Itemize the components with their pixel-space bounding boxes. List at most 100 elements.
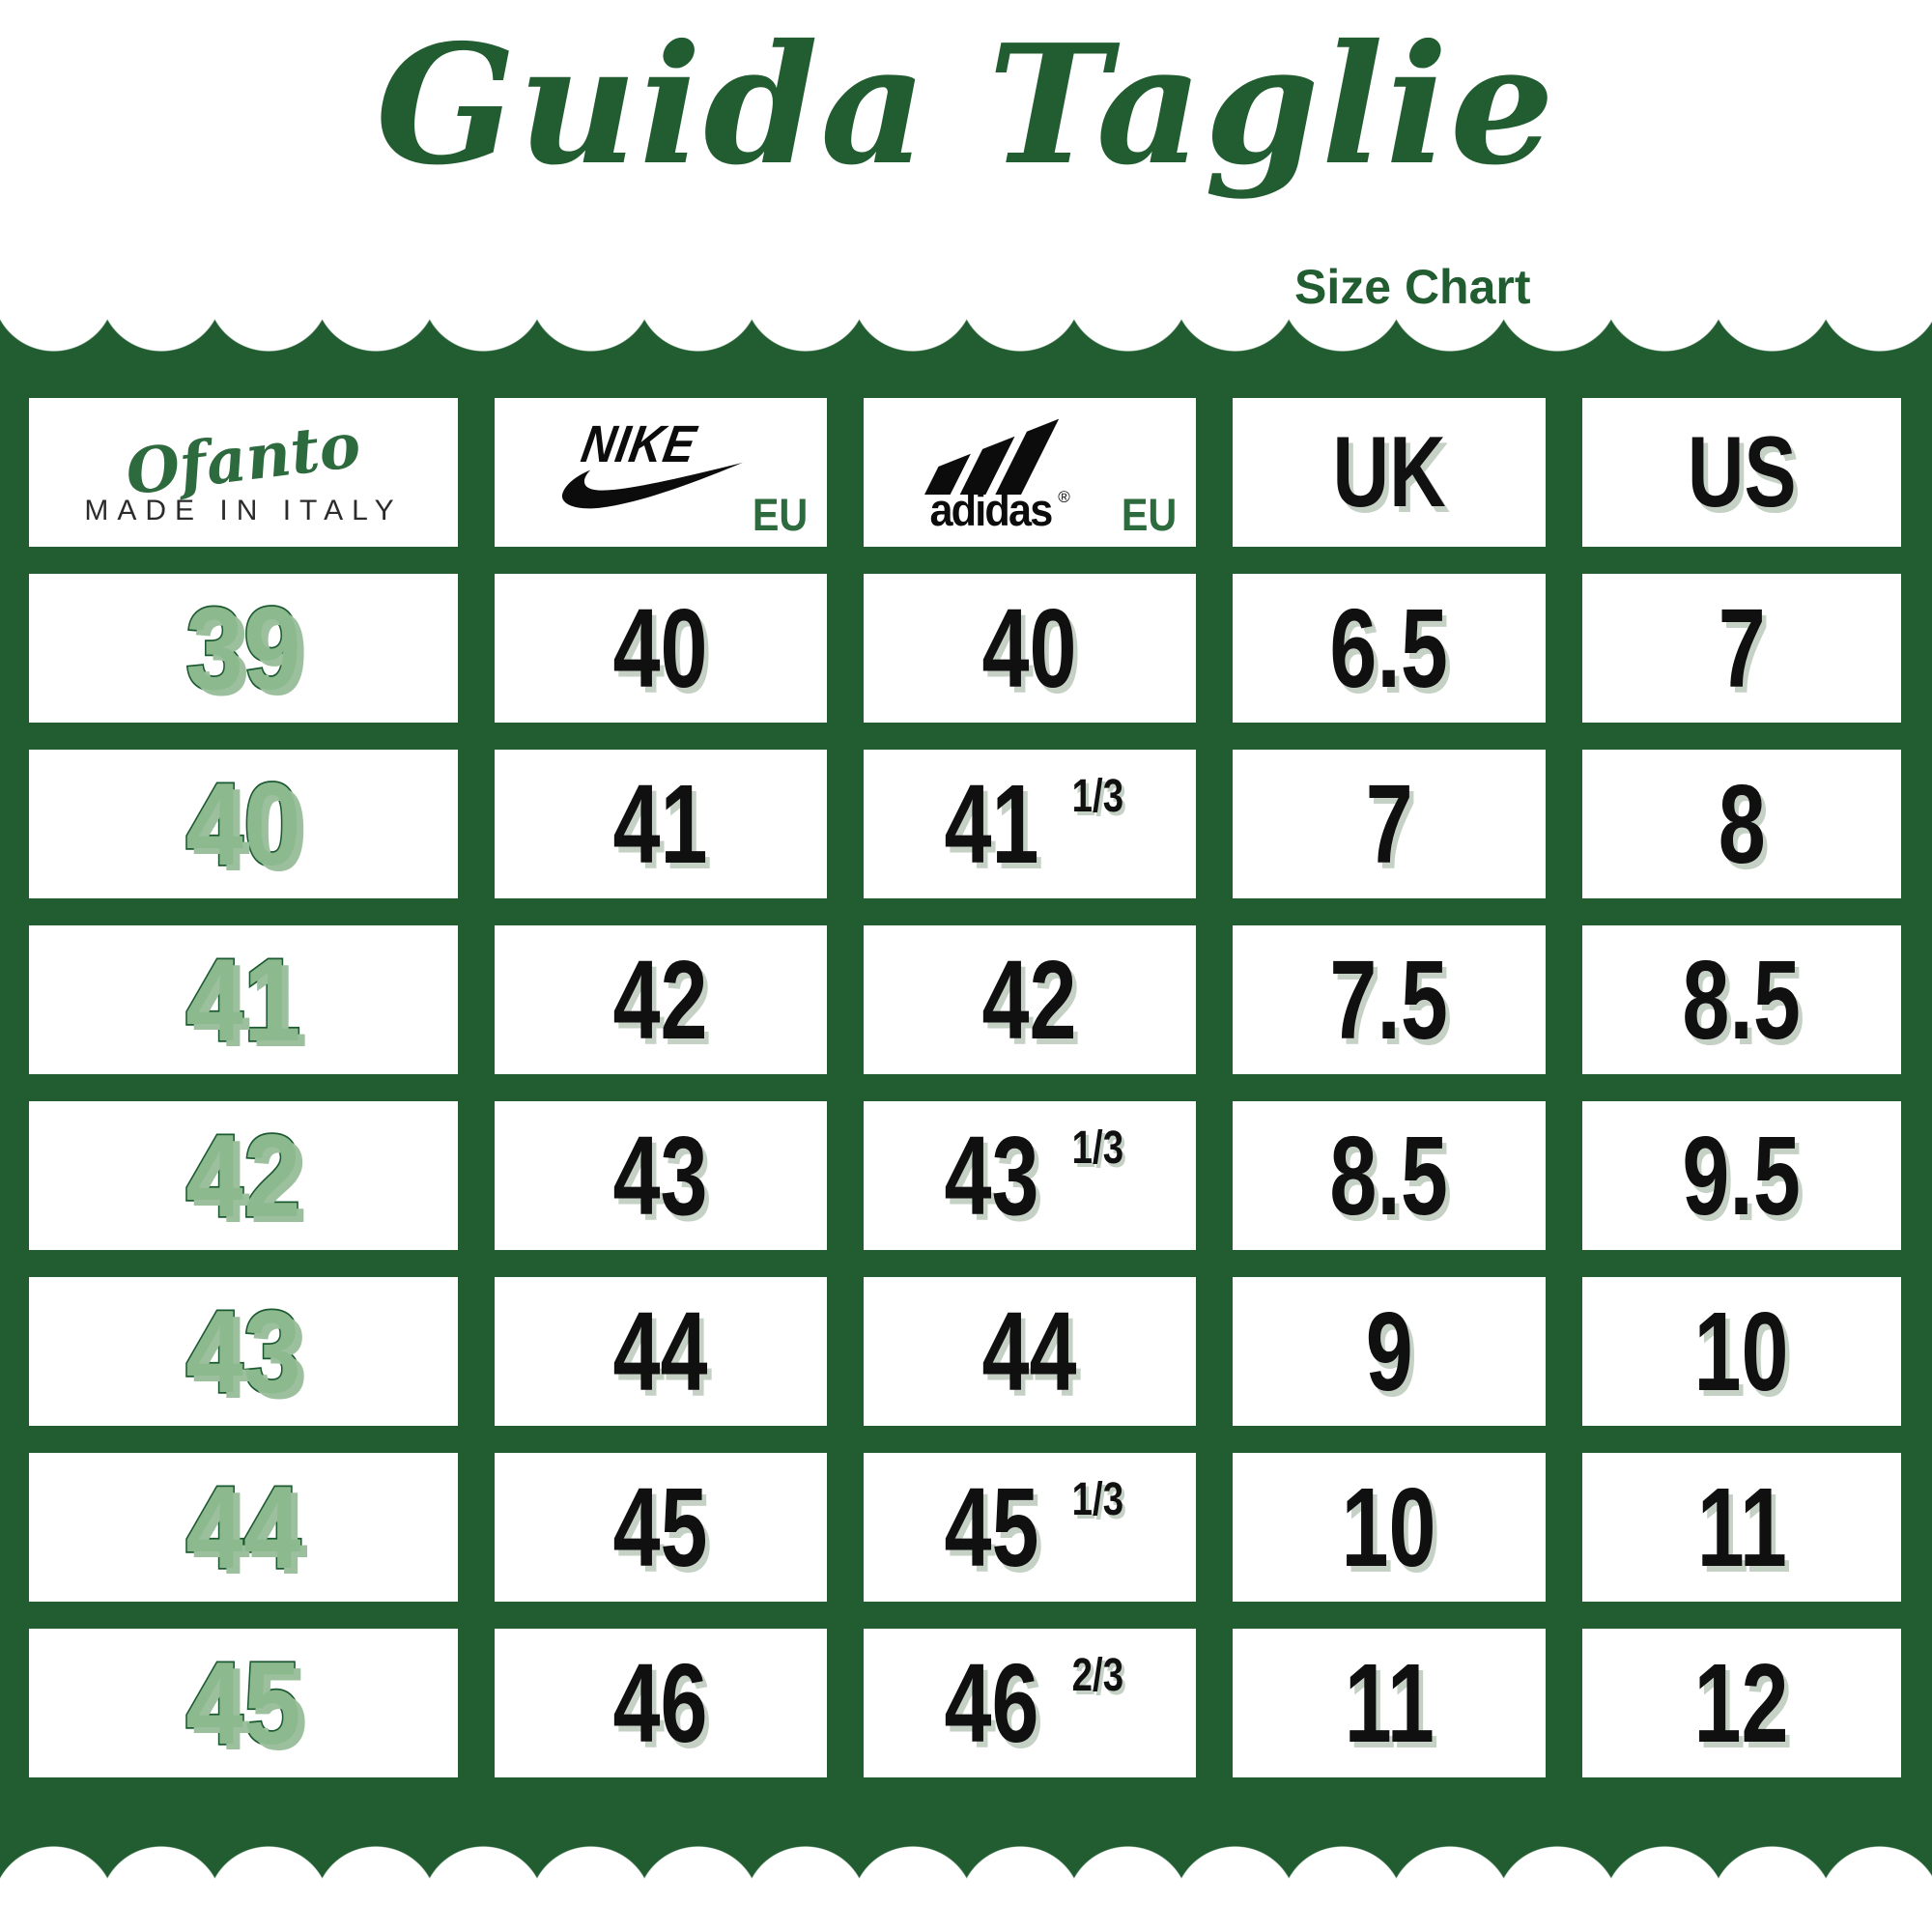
size-value: 8 — [1718, 761, 1766, 887]
size-fraction: 1/3 — [1071, 1474, 1124, 1525]
size-fraction: 2/3 — [1071, 1650, 1124, 1701]
size-cell-us: 8.5 — [1582, 925, 1901, 1074]
page-title: Guida Taglie — [375, 9, 1557, 202]
size-value: 7 — [1718, 585, 1766, 711]
size-value: 43 — [185, 1286, 302, 1417]
size-value: 7 — [1365, 761, 1413, 887]
size-value: 9 — [1365, 1289, 1413, 1414]
size-cell-us: 10 — [1582, 1277, 1901, 1426]
size-value: 46 — [612, 1640, 709, 1766]
column-header-us: US — [1582, 398, 1901, 547]
size-cell-uk: 8.5 — [1233, 1101, 1546, 1250]
size-cell-nike: 41 — [495, 750, 827, 898]
size-cell-us: 9.5 — [1582, 1101, 1901, 1250]
size-cell-uk: 9 — [1233, 1277, 1546, 1426]
size-cell-ofanto: 43 — [29, 1277, 458, 1426]
size-value: 10 — [1341, 1464, 1437, 1590]
registered-mark: ® — [1058, 487, 1070, 506]
size-fraction: 1/3 — [1071, 771, 1124, 822]
size-value: 44 — [612, 1289, 709, 1414]
size-cell-us: 12 — [1582, 1629, 1901, 1777]
size-value: 6.5 — [1329, 585, 1449, 711]
title-zone: Guida Taglie — [0, 0, 1932, 290]
size-value: 40 — [612, 585, 709, 711]
nike-swoosh-icon — [561, 462, 743, 509]
page-subtitle: Size Chart — [1294, 260, 1531, 314]
size-value: 46 — [944, 1640, 1039, 1766]
size-cell-us: 8 — [1582, 750, 1901, 898]
size-cell-adidas: 43 1/3 — [864, 1101, 1196, 1250]
adidas-word: adidas — [929, 483, 1054, 535]
size-value: 11 — [1344, 1640, 1435, 1766]
size-value: 41 — [612, 761, 709, 887]
size-cell-us: 7 — [1582, 574, 1901, 723]
size-value: 10 — [1693, 1289, 1790, 1414]
size-cell-uk: 7.5 — [1233, 925, 1546, 1074]
size-cell-uk: 6.5 — [1233, 574, 1546, 723]
size-cell-ofanto: 45 — [29, 1629, 458, 1777]
size-fraction: 1/3 — [1071, 1122, 1124, 1174]
table-band: Ofanto MADE IN ITALY NIKE EU — [0, 359, 1932, 1838]
adidas-wordmark: adidas ® — [924, 483, 1070, 535]
size-value: 45 — [185, 1637, 302, 1769]
size-cell-adidas: 46 2/3 — [864, 1629, 1196, 1777]
size-cell-ofanto: 40 — [29, 750, 458, 898]
nike-wordmark: NIKE — [578, 415, 701, 473]
size-value: 44 — [185, 1462, 302, 1593]
adidas-eu-label: EU — [1121, 489, 1177, 540]
made-in-italy-label: MADE IN ITALY — [84, 495, 403, 526]
size-value: 11 — [1696, 1464, 1787, 1590]
ofanto-logo: Ofanto — [122, 409, 365, 510]
size-value: 42 — [185, 1110, 302, 1241]
size-cell-ofanto: 44 — [29, 1453, 458, 1602]
size-cell-nike: 43 — [495, 1101, 827, 1250]
size-value: 39 — [185, 582, 302, 714]
size-cell-ofanto: 42 — [29, 1101, 458, 1250]
nike-eu-label: EU — [752, 489, 808, 540]
size-cell-nike: 40 — [495, 574, 827, 723]
size-value: 41 — [185, 934, 302, 1065]
size-cell-uk: 11 — [1233, 1629, 1546, 1777]
size-value: 41 — [944, 761, 1039, 887]
column-header-ofanto: Ofanto MADE IN ITALY — [29, 398, 458, 547]
size-cell-us: 11 — [1582, 1453, 1901, 1602]
size-cell-adidas: 40 — [864, 574, 1196, 723]
size-value: 40 — [185, 758, 302, 890]
size-value: 43 — [944, 1113, 1039, 1238]
size-value: 8.5 — [1329, 1113, 1449, 1238]
size-cell-ofanto: 39 — [29, 574, 458, 723]
size-value: 44 — [981, 1289, 1078, 1414]
uk-header-label: UK — [1332, 416, 1446, 528]
size-cell-ofanto: 41 — [29, 925, 458, 1074]
adidas-logo: adidas ® — [924, 413, 1070, 535]
size-cell-adidas: 45 1/3 — [864, 1453, 1196, 1602]
us-header-label: US — [1687, 416, 1797, 528]
size-cell-nike: 45 — [495, 1453, 827, 1602]
size-value: 45 — [612, 1464, 709, 1590]
size-cell-uk: 10 — [1233, 1453, 1546, 1602]
size-value: 42 — [612, 937, 709, 1063]
size-cell-adidas: 41 1/3 — [864, 750, 1196, 898]
size-cell-nike: 42 — [495, 925, 827, 1074]
size-value: 43 — [612, 1113, 709, 1238]
size-cell-nike: 46 — [495, 1629, 827, 1777]
size-value: 12 — [1693, 1640, 1790, 1766]
adidas-bars-icon — [924, 418, 1060, 495]
size-cell-adidas: 44 — [864, 1277, 1196, 1426]
size-value: 9.5 — [1682, 1113, 1802, 1238]
size-value: 7.5 — [1329, 937, 1449, 1063]
size-value: 8.5 — [1682, 937, 1802, 1063]
nike-logo: NIKE — [534, 415, 745, 519]
column-header-nike: NIKE EU — [495, 398, 827, 547]
size-value: 45 — [944, 1464, 1039, 1590]
column-header-uk: UK — [1233, 398, 1546, 547]
scallop-bottom-border — [0, 1838, 1932, 1908]
size-value: 42 — [981, 937, 1078, 1063]
column-header-adidas: adidas ® EU — [864, 398, 1196, 547]
size-table: Ofanto MADE IN ITALY NIKE EU — [29, 398, 1903, 1777]
size-cell-adidas: 42 — [864, 925, 1196, 1074]
size-value: 40 — [981, 585, 1078, 711]
size-cell-uk: 7 — [1233, 750, 1546, 898]
size-cell-nike: 44 — [495, 1277, 827, 1426]
